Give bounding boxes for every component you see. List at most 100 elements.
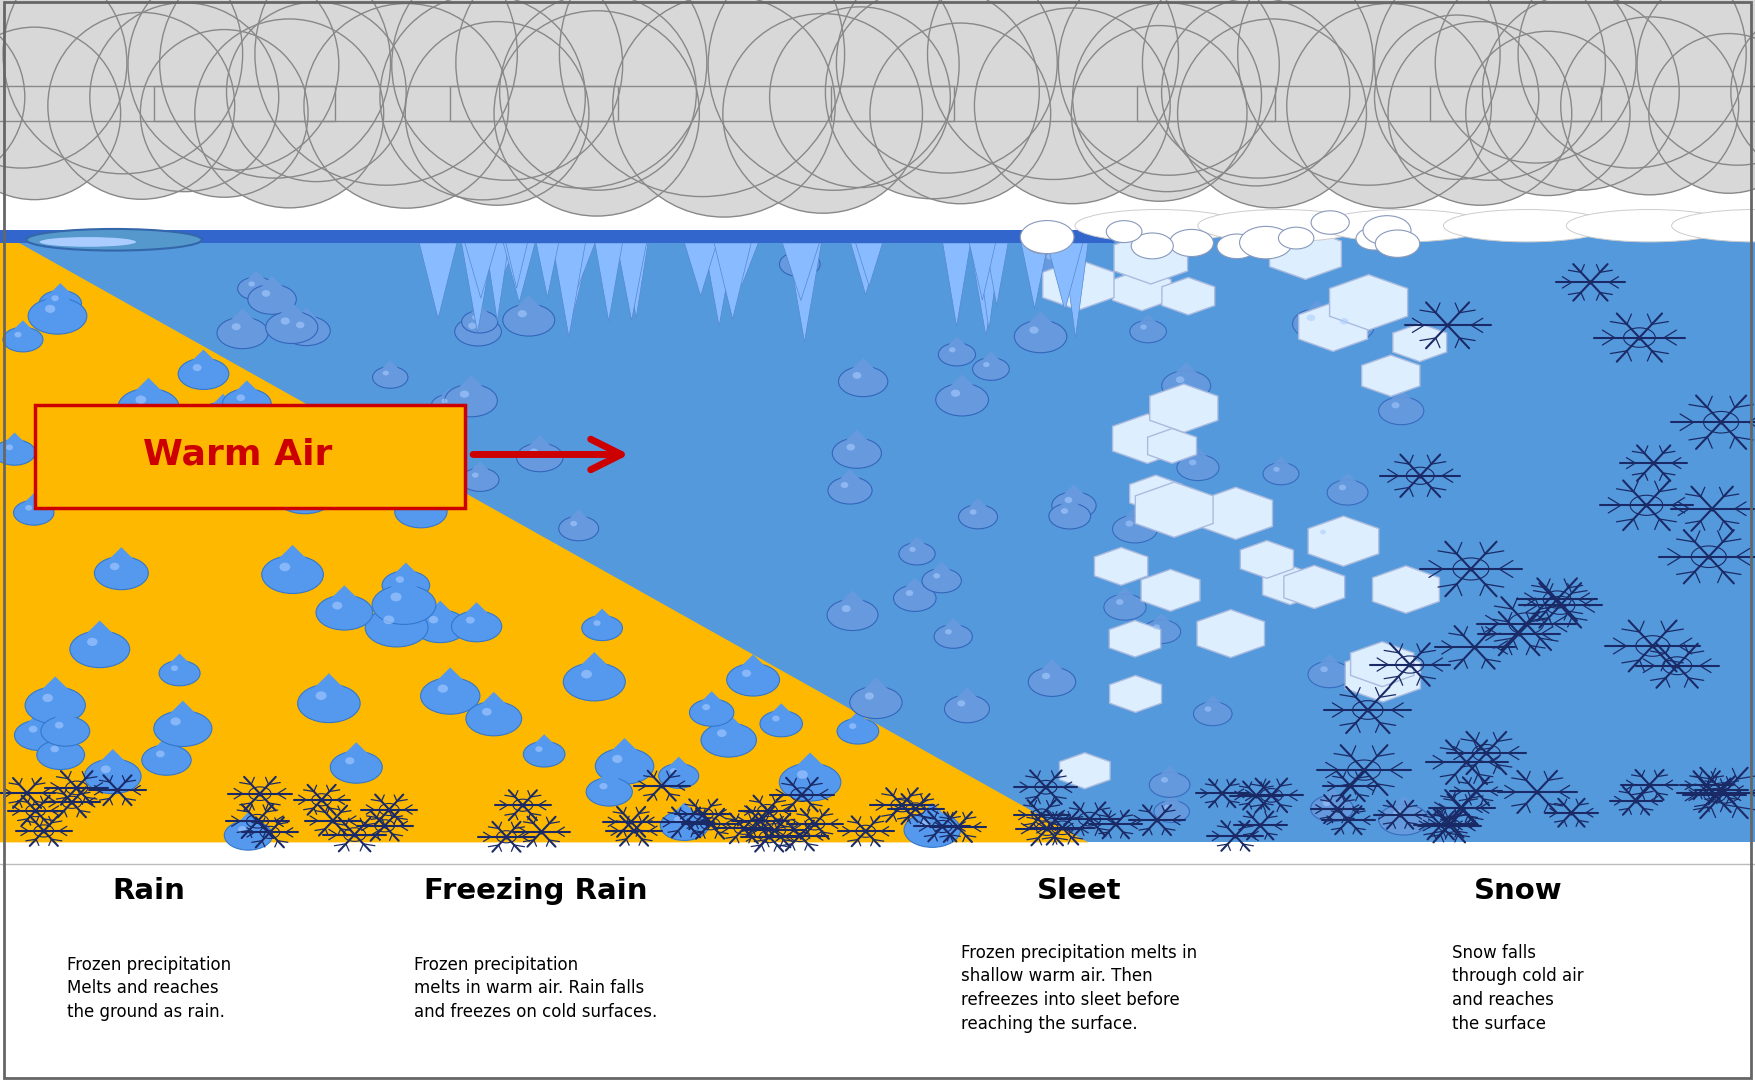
Ellipse shape	[742, 670, 751, 677]
Polygon shape	[1107, 586, 1143, 605]
Ellipse shape	[237, 394, 246, 401]
Ellipse shape	[946, 630, 951, 634]
Polygon shape	[600, 738, 649, 762]
Circle shape	[939, 343, 976, 366]
Ellipse shape	[1030, 326, 1039, 334]
Circle shape	[200, 402, 247, 431]
Ellipse shape	[1671, 210, 1755, 242]
Polygon shape	[1330, 305, 1371, 324]
Ellipse shape	[530, 448, 539, 455]
Ellipse shape	[570, 521, 577, 526]
Ellipse shape	[5, 445, 12, 450]
Ellipse shape	[853, 372, 862, 379]
Ellipse shape	[26, 229, 202, 251]
Ellipse shape	[51, 745, 60, 753]
Ellipse shape	[723, 14, 923, 213]
Circle shape	[690, 699, 734, 726]
Polygon shape	[90, 750, 137, 773]
Polygon shape	[505, 243, 528, 288]
Circle shape	[827, 599, 878, 631]
Polygon shape	[1381, 389, 1420, 408]
Circle shape	[28, 298, 86, 334]
Ellipse shape	[14, 332, 21, 337]
Circle shape	[142, 745, 191, 775]
Polygon shape	[663, 802, 706, 823]
Polygon shape	[706, 713, 753, 737]
Polygon shape	[74, 621, 125, 646]
Polygon shape	[158, 701, 207, 725]
Polygon shape	[1113, 414, 1183, 463]
Polygon shape	[1141, 569, 1200, 611]
Polygon shape	[783, 243, 820, 300]
Bar	[0, 842, 1755, 1080]
Polygon shape	[333, 742, 379, 764]
Circle shape	[660, 811, 709, 840]
Ellipse shape	[1320, 210, 1486, 242]
Circle shape	[1034, 249, 1076, 274]
Polygon shape	[1346, 649, 1420, 702]
Circle shape	[700, 723, 756, 757]
Circle shape	[265, 311, 318, 343]
Polygon shape	[1330, 473, 1365, 490]
Ellipse shape	[1162, 777, 1169, 783]
Polygon shape	[590, 770, 628, 789]
Circle shape	[1132, 233, 1174, 259]
Text: Frozen precipitation
melts in warm air. Rain falls
and freezes on cold surfaces.: Frozen precipitation melts in warm air. …	[414, 956, 656, 1021]
Polygon shape	[0, 232, 1088, 842]
Polygon shape	[1146, 613, 1178, 630]
Ellipse shape	[1436, 0, 1636, 163]
Polygon shape	[483, 243, 516, 286]
Circle shape	[316, 595, 372, 630]
Polygon shape	[267, 545, 319, 570]
Ellipse shape	[111, 563, 119, 570]
Ellipse shape	[140, 29, 309, 198]
Ellipse shape	[128, 0, 339, 171]
Circle shape	[779, 252, 820, 276]
Ellipse shape	[460, 391, 469, 397]
Circle shape	[779, 764, 841, 801]
Ellipse shape	[1518, 0, 1746, 168]
Text: Sleet: Sleet	[1037, 877, 1121, 905]
Polygon shape	[1297, 300, 1337, 321]
Bar	[0, 86, 335, 121]
Bar	[154, 86, 618, 121]
Polygon shape	[42, 437, 84, 458]
Ellipse shape	[1286, 3, 1492, 208]
Polygon shape	[784, 753, 835, 779]
Ellipse shape	[332, 602, 342, 609]
Bar	[1137, 86, 1601, 121]
Ellipse shape	[1072, 3, 1262, 191]
Polygon shape	[226, 380, 267, 401]
Polygon shape	[584, 608, 620, 625]
Ellipse shape	[1374, 15, 1539, 179]
Circle shape	[581, 616, 623, 640]
Circle shape	[832, 438, 881, 469]
Polygon shape	[1262, 566, 1318, 605]
Polygon shape	[228, 812, 269, 833]
Polygon shape	[244, 428, 288, 448]
Polygon shape	[1095, 548, 1148, 585]
Ellipse shape	[316, 691, 326, 700]
Polygon shape	[142, 448, 197, 475]
Polygon shape	[725, 243, 758, 285]
Circle shape	[828, 477, 872, 504]
Circle shape	[1311, 795, 1353, 822]
Bar	[1137, 86, 1601, 121]
Polygon shape	[1299, 302, 1367, 351]
Circle shape	[1264, 462, 1299, 485]
Circle shape	[316, 473, 362, 501]
Ellipse shape	[1162, 0, 1350, 186]
Polygon shape	[962, 498, 995, 514]
Polygon shape	[1199, 487, 1272, 540]
Ellipse shape	[54, 721, 63, 729]
Ellipse shape	[837, 0, 1057, 173]
Polygon shape	[507, 295, 551, 316]
Circle shape	[25, 687, 86, 724]
Ellipse shape	[709, 0, 958, 190]
Polygon shape	[240, 271, 272, 286]
Ellipse shape	[1392, 402, 1399, 408]
Polygon shape	[851, 243, 881, 295]
Polygon shape	[1314, 788, 1350, 806]
Circle shape	[160, 661, 200, 686]
Ellipse shape	[600, 783, 607, 789]
